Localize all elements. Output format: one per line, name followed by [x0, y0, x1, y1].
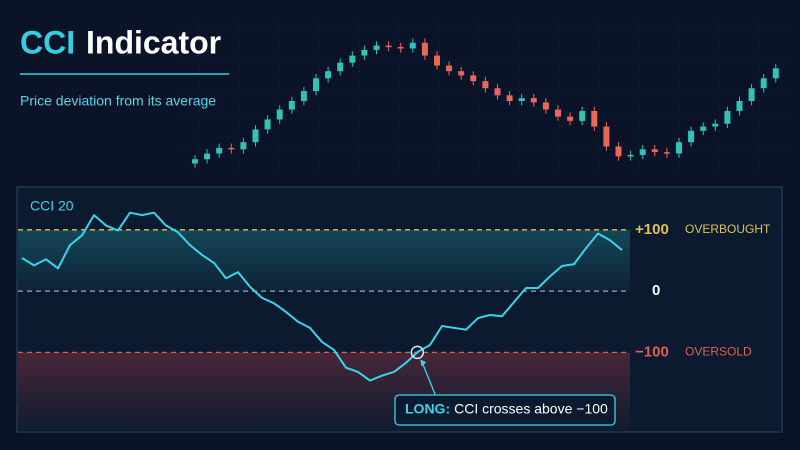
candle-body: [700, 126, 707, 131]
candle-body: [567, 116, 574, 121]
subtitle: Price deviation from its average: [20, 93, 216, 109]
candle-body: [736, 101, 743, 111]
candle-body: [542, 102, 549, 110]
price-grid: [180, 20, 790, 175]
title-accent: CCI: [20, 24, 75, 60]
candle-body: [216, 147, 223, 154]
candle-body: [325, 71, 332, 79]
candle-body: [434, 55, 440, 66]
candle-body: [482, 81, 489, 89]
candle-body: [276, 109, 283, 120]
candle-body: [373, 45, 380, 50]
candle-body: [772, 68, 779, 79]
candle-body: [313, 78, 319, 92]
candle-body: [724, 110, 731, 124]
candle-body: [470, 75, 477, 82]
title: Indicator: [86, 24, 221, 60]
candle-body: [555, 109, 561, 117]
oversold-label: OVERSOLD: [685, 345, 752, 359]
candle-body: [288, 101, 295, 110]
candle-body: [506, 95, 513, 101]
candle-body: [651, 149, 658, 153]
candle-body: [264, 119, 271, 130]
annotation-text: CCI crosses above −100: [454, 401, 608, 417]
candle-body: [204, 153, 211, 160]
candle-body: [591, 110, 598, 127]
cci-line: [21, 211, 623, 382]
candle-body: [397, 47, 404, 49]
candle-body: [712, 123, 719, 127]
candle-body: [252, 129, 259, 143]
annotation-arrowhead: [420, 359, 427, 367]
overbought-zone: [18, 229, 630, 292]
candle-body: [421, 42, 428, 56]
candle-body: [300, 91, 307, 101]
candle-body: [615, 146, 622, 157]
candle-body: [530, 98, 537, 103]
level-label: 0: [652, 282, 660, 299]
candle-body: [494, 88, 501, 96]
candle-body: [760, 78, 767, 89]
annotation-arrow: [420, 360, 436, 396]
candle-body: [458, 71, 465, 76]
candle-body: [627, 154, 634, 157]
candle-body: [579, 110, 586, 121]
candle-body: [240, 142, 247, 150]
candle-body: [518, 98, 525, 101]
candle-body: [385, 45, 392, 48]
annotation-label: LONG:: [405, 401, 450, 417]
candle-body: [228, 147, 235, 150]
candle-body: [409, 42, 416, 49]
candle-body: [349, 55, 356, 63]
overbought-label: OVERBOUGHT: [685, 222, 771, 236]
crossing-marker: [410, 345, 425, 360]
candle-body: [676, 142, 682, 154]
candle-body: [688, 130, 695, 143]
annotation-box: [394, 394, 616, 426]
candle-body: [361, 49, 368, 56]
candle-body: [337, 62, 344, 72]
candle-body: [663, 152, 670, 154]
candle-body: [639, 149, 646, 155]
panel-title: CCI 20: [30, 198, 74, 214]
candle-body: [603, 126, 610, 147]
level-label: −100: [635, 343, 669, 360]
candle-body: [446, 65, 453, 72]
candle-body: [192, 159, 198, 164]
candle-body: [748, 88, 755, 101]
level-label: +100: [635, 221, 669, 238]
